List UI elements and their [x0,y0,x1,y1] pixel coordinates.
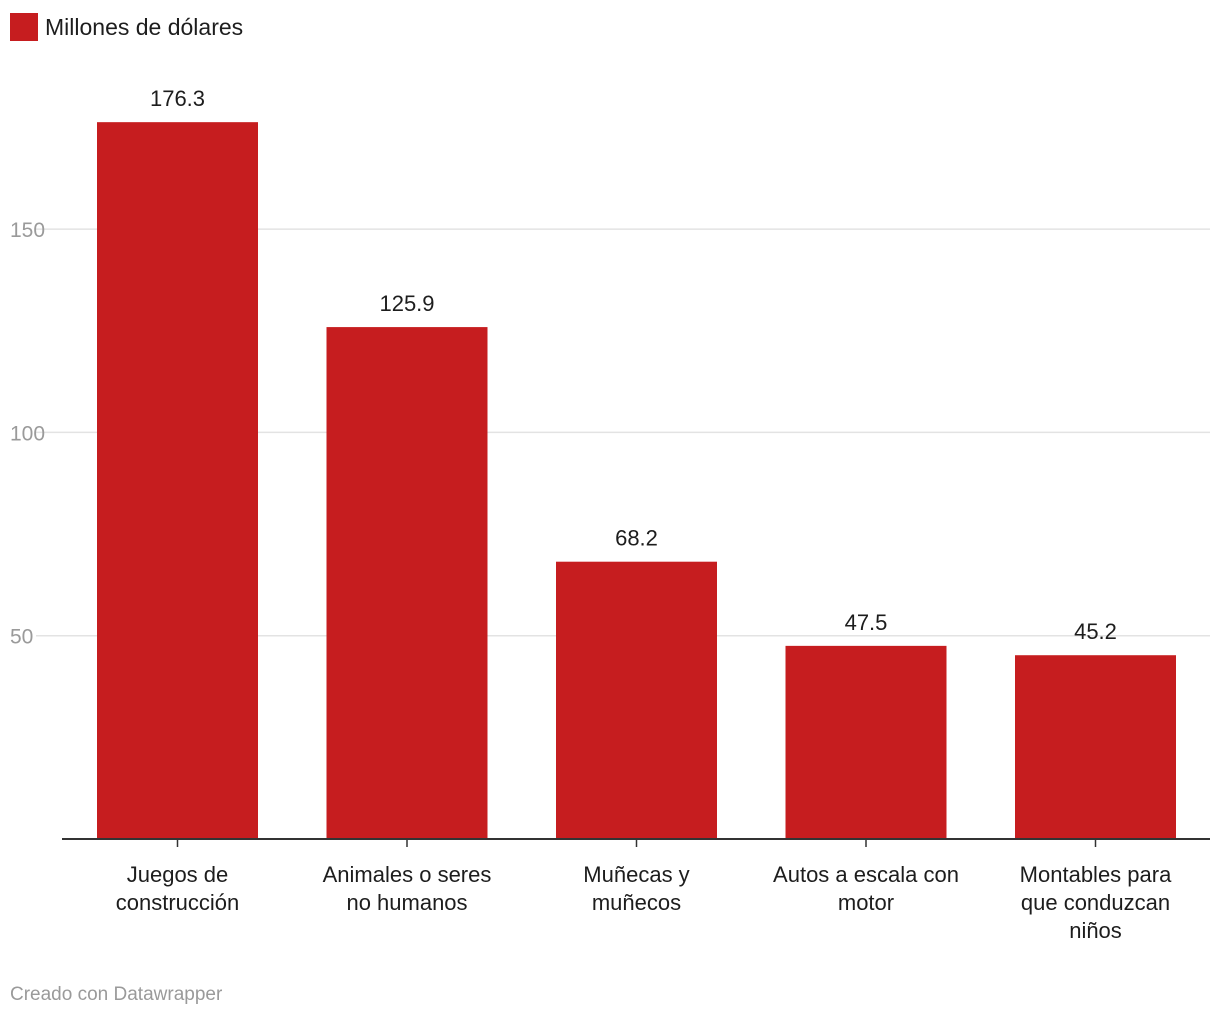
bar [556,561,717,839]
data-label: 47.5 [845,610,888,635]
x-tick-label: Juegos de construcción [116,862,240,915]
y-tick-label: 100 [10,422,45,445]
footer-credit: Creado con Datawrapper [10,984,223,1005]
x-tick-label: Animales o seres no humanos [323,862,492,915]
x-tick-label: Autos a escala con motor [773,862,959,915]
legend-label: Millones de dólares [45,13,244,40]
x-tick-label: Montables para que conduzcan niños [1020,862,1172,943]
y-tick-label: 50 [10,626,33,649]
data-label: 68.2 [615,526,658,551]
bar [326,327,488,839]
data-label: 125.9 [379,291,434,316]
bars [97,122,1176,840]
data-label: 45.2 [1074,619,1117,644]
x-axis [62,838,1210,847]
x-tick-label: Muñecas y muñecos [583,862,689,915]
bar [97,122,258,840]
labels: 50 100 150 176.3 125.9 68.2 47.5 45.2 Juegos de c… [10,86,1172,943]
bar [785,645,947,839]
bar-chart: 50 100 150 176.3 125.9 68.2 47.5 45.2 Juegos de c… [10,86,1210,943]
legend: Millones de dólares [10,12,243,42]
bar [1015,655,1176,839]
legend-swatch [10,13,38,41]
y-tick-label: 150 [10,219,45,242]
data-label: 176.3 [150,86,205,111]
